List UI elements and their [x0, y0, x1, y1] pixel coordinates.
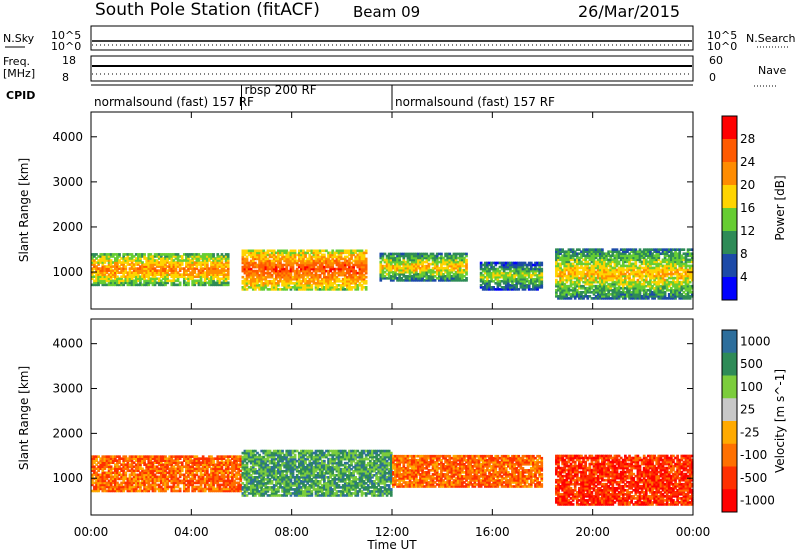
data-cell — [365, 276, 368, 279]
colorbar-swatch — [722, 254, 737, 278]
data-cell — [365, 280, 368, 283]
y-tick-label: 1000 — [52, 265, 83, 279]
colorbar-swatch — [722, 139, 737, 163]
colorbar-tick-label: 28 — [740, 132, 755, 146]
freq-tick-top-right: 60 — [709, 54, 723, 67]
data-cell — [118, 253, 121, 256]
data-cell — [540, 262, 543, 265]
colorbar-swatch — [722, 208, 737, 232]
data-cell — [683, 248, 686, 251]
power-panel: Slant Range [km] 1000 2000 3000 4000 28 24 20… — [17, 112, 787, 309]
data-cell — [601, 248, 604, 251]
y-tick-label: 4000 — [52, 130, 83, 144]
colorbar-swatch — [722, 185, 737, 209]
freq-tick-bottom-right: 0 — [709, 71, 716, 84]
cpid-segment-label: normalsound (fast) 157 RF — [94, 95, 254, 109]
freq-unit-label: [MHz] — [3, 67, 35, 80]
data-cell — [143, 253, 146, 256]
data-cell — [179, 488, 182, 491]
data-cell — [323, 254, 326, 257]
station-title: South Pole Station (fitACF) — [95, 0, 320, 20]
freq-panel — [91, 56, 693, 81]
colorbar-swatch — [722, 277, 737, 301]
cpid-segment-label: normalsound (fast) 157 RF — [395, 95, 555, 109]
colorbar-tick-label: 8 — [740, 247, 748, 261]
date-title: 26/Mar/2015 — [578, 2, 680, 21]
data-cell — [440, 253, 443, 256]
data-cell — [212, 253, 215, 256]
freq-tick-top: 18 — [62, 54, 76, 67]
data-cell — [540, 268, 543, 271]
noise-panel — [91, 26, 693, 50]
colorbar-swatch — [722, 231, 737, 255]
data-cell — [365, 258, 368, 261]
data-cell — [465, 259, 468, 262]
colorbar-tick-label: 12 — [740, 224, 755, 238]
colorbar-swatch — [722, 116, 737, 140]
data-cell — [465, 253, 468, 256]
colorbar-label: Power [dB] — [773, 175, 787, 240]
nsky-label: N.Sky — [3, 32, 35, 45]
colorbar-tick-label: 16 — [740, 201, 755, 215]
data-cell — [465, 277, 468, 280]
nsearch-label: N.Search — [746, 32, 796, 45]
colorbar-tick-label: 20 — [740, 178, 755, 192]
noise-tick-bottom-right: 10^0 — [707, 40, 737, 53]
power-colorbar: 28 24 20 16 12 8 4 Power [dB] — [722, 116, 787, 301]
data-cell — [227, 282, 230, 285]
noise-traces — [92, 41, 692, 45]
beam-title: Beam 09 — [353, 3, 420, 21]
colorbar-tick-label: 4 — [740, 270, 748, 284]
y-tick-label: 2000 — [52, 220, 83, 234]
freq-tick-bottom: 8 — [62, 71, 69, 84]
data-cell — [365, 286, 368, 289]
data-cell — [227, 253, 230, 256]
data-cell — [179, 282, 182, 285]
data-cell — [365, 249, 368, 252]
power-ylabel: Slant Range [km] — [17, 158, 31, 262]
colorbar-swatch — [722, 162, 737, 186]
nave-label: Nave — [758, 64, 786, 77]
noise-tick-bottom: 10^0 — [51, 40, 81, 53]
data-cell — [294, 249, 297, 252]
y-tick-label: 3000 — [52, 175, 83, 189]
cpid-segment-label: rbsp 200 RF — [245, 83, 317, 97]
cpid-label: CPID — [6, 89, 35, 102]
colorbar-tick-label: 24 — [740, 155, 755, 169]
